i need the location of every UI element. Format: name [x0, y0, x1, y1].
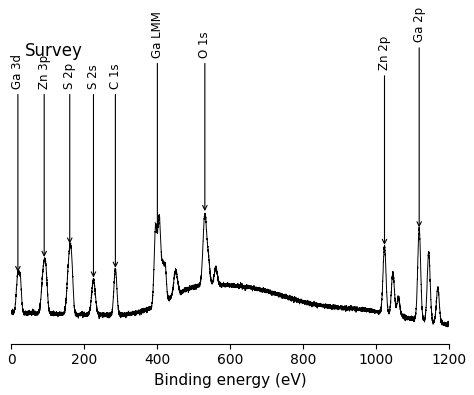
Text: C 1s: C 1s: [109, 63, 122, 267]
Text: Zn 3p: Zn 3p: [37, 55, 51, 256]
Text: O 1s: O 1s: [198, 31, 211, 210]
Text: Survey: Survey: [25, 42, 82, 60]
Text: Ga 2p: Ga 2p: [413, 7, 426, 226]
Text: Zn 2p: Zn 2p: [378, 36, 391, 244]
Text: Ga LMM: Ga LMM: [151, 11, 164, 227]
Text: S 2s: S 2s: [87, 64, 100, 276]
X-axis label: Binding energy (eV): Binding energy (eV): [154, 373, 307, 388]
Text: Ga 3d: Ga 3d: [11, 54, 24, 271]
Text: S 2p: S 2p: [63, 63, 76, 243]
